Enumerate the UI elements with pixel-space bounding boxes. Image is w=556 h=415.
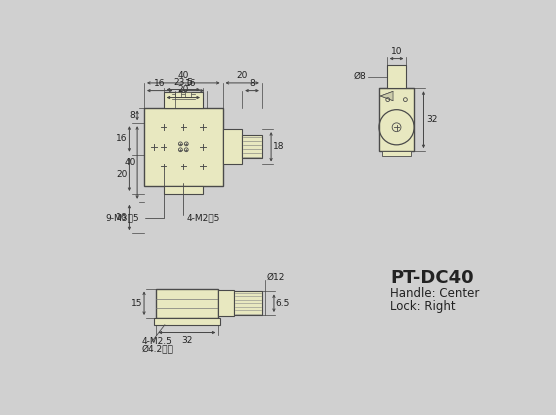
Bar <box>185 92 191 97</box>
Bar <box>163 92 203 107</box>
Text: 15: 15 <box>131 299 142 308</box>
Text: Ø4.2沉孔: Ø4.2沉孔 <box>142 344 173 353</box>
Text: 16: 16 <box>154 78 166 88</box>
Text: 16: 16 <box>116 213 128 222</box>
Text: 20: 20 <box>236 71 248 80</box>
Text: 6.5: 6.5 <box>275 299 290 308</box>
Bar <box>222 129 242 164</box>
Bar <box>383 151 411 156</box>
Text: Ø12: Ø12 <box>266 273 285 282</box>
Text: Lock: Right: Lock: Right <box>390 300 456 313</box>
Text: 32: 32 <box>426 115 437 124</box>
Text: 40: 40 <box>177 71 189 80</box>
Bar <box>379 88 414 151</box>
Text: 4-M2.5: 4-M2.5 <box>142 337 172 346</box>
Bar <box>163 186 203 194</box>
Text: 8: 8 <box>249 78 255 88</box>
Text: 20: 20 <box>117 170 128 179</box>
Text: 8: 8 <box>130 111 136 120</box>
Text: 4-M2深5: 4-M2深5 <box>183 183 220 222</box>
Text: Handle: Center: Handle: Center <box>390 287 480 300</box>
Bar <box>234 291 262 315</box>
Text: 9-M3深5: 9-M3深5 <box>106 169 163 222</box>
Text: 20: 20 <box>177 85 189 95</box>
Bar <box>242 135 262 158</box>
Text: 32: 32 <box>181 336 193 344</box>
Text: 16: 16 <box>185 78 197 88</box>
Bar <box>176 92 181 97</box>
Bar <box>387 65 406 88</box>
Text: 10: 10 <box>391 47 403 56</box>
Text: 40: 40 <box>124 158 136 167</box>
Bar <box>156 288 219 318</box>
Text: PT-DC40: PT-DC40 <box>390 269 474 287</box>
Bar <box>219 290 234 317</box>
Text: 23.5: 23.5 <box>173 78 193 87</box>
Text: Ø8: Ø8 <box>354 72 366 81</box>
Text: 16: 16 <box>116 134 128 144</box>
Polygon shape <box>380 91 393 100</box>
Text: 18: 18 <box>274 142 285 151</box>
Bar <box>144 107 222 186</box>
Bar <box>154 318 220 325</box>
